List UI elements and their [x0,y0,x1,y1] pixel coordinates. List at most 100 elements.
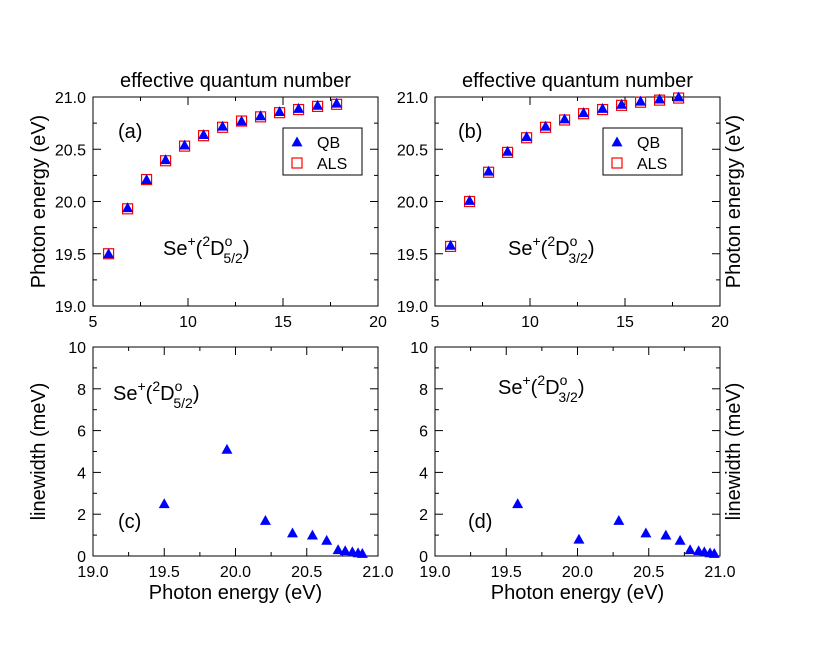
y-tick-label: 8 [77,382,86,399]
x-tick-label: 19.0 [419,564,450,581]
legend-box [602,127,683,176]
qb-marker [306,529,318,540]
qb-marker [339,545,351,556]
series-qb [445,91,685,250]
y-tick-label: 6 [419,424,428,441]
qb-marker [635,95,647,106]
x-tick-label: 15 [274,314,292,331]
x-tick-label: 20.0 [562,564,593,581]
x-tick-label: 20.5 [291,564,322,581]
x-tick-label: 20.5 [633,564,664,581]
x-tick-label: 10 [521,314,539,331]
qb-marker [616,98,628,109]
qb-marker [502,145,514,156]
x-tick-label: 19.0 [77,564,108,581]
qb-marker [160,154,172,165]
qb-marker [221,443,233,454]
x-axis-label: Photon energy (eV) [149,582,322,604]
y-tick-label: 4 [419,465,428,482]
panel-label: (c) [118,511,141,533]
x-tick-label: 20 [711,314,729,331]
panel-a: 5 10 15 20 19.0 19.5 20.0 20.5 21.0 effective qua… [28,70,387,331]
y-axis-label: linewidth (meV) [28,383,50,521]
y-tick-label: 6 [77,424,86,441]
chart-title: effective quantum number [462,70,693,92]
qb-marker [464,194,476,205]
qb-marker [640,527,652,538]
legend-entry: QB [317,135,340,152]
als-marker [291,157,303,169]
panel-label: (d) [468,511,492,533]
series-qb [158,443,368,558]
panel-label: (a) [118,121,142,143]
qb-marker [578,107,590,118]
y-axis-label: Photon energy (eV) [28,115,50,288]
qb-marker [291,136,303,147]
qb-marker [356,547,368,558]
qb-marker [660,529,672,540]
qb-marker [274,106,286,117]
species-label: Se+(2Do 5/2) [163,233,250,266]
y-tick-label: 19.0 [55,299,86,316]
y-tick-label: 2 [419,507,428,524]
qb-marker [141,174,153,184]
panel-d: 19.0 19.5 20.0 20.5 21.0 0 2 4 6 8 10 Photon energy… [410,340,745,604]
y-tick-label: 20.0 [397,195,428,212]
x-tick-label: 21.0 [704,564,735,581]
x-tick-label: 5 [431,314,440,331]
qb-marker [521,131,533,142]
qb-marker [122,202,134,213]
y-tick-label: 0 [77,549,86,566]
legend-box [282,127,363,176]
legend-entry: QB [637,135,660,152]
qb-marker [179,139,191,150]
legend-entry: ALS [637,156,667,173]
y-axis-label: linewidth (meV) [723,383,745,521]
qb-marker [597,102,609,113]
x-axis-label: Photon energy (eV) [491,582,664,604]
series-qb [103,97,343,259]
qb-marker [103,248,115,259]
y-tick-label: 19.5 [397,247,428,264]
qb-marker [573,533,585,544]
qb-marker [312,99,324,110]
qb-marker [654,93,666,104]
qb-marker [321,534,333,545]
y-axis-label: Photon energy (eV) [723,115,745,288]
qb-marker [255,110,267,121]
qb-marker [613,514,625,525]
panel-label: (b) [458,121,482,143]
qb-marker [445,239,457,250]
y-tick-label: 2 [77,507,86,524]
y-tick-label: 4 [77,465,86,482]
qb-marker [674,534,686,545]
qb-marker [287,527,298,538]
legend-entry: ALS [317,156,347,173]
y-tick-label: 21.0 [397,90,428,107]
qb-marker [236,115,248,126]
x-tick-label: 19.5 [149,564,180,581]
y-tick-label: 8 [419,382,428,399]
y-tick-label: 19.5 [55,247,86,264]
species-label: Se+(2Do 3/2) [508,233,595,266]
species-label: Se+(2Do 3/2) [498,372,585,405]
chart-title: effective quantum number [120,70,351,92]
y-tick-label: 10 [410,340,428,357]
qb-marker [158,498,170,509]
legend: QB ALS [602,127,683,176]
als-marker [611,157,623,169]
x-tick-label: 19.5 [491,564,522,581]
y-tick-label: 0 [419,549,428,566]
qb-marker [293,102,305,113]
x-tick-label: 10 [179,314,197,331]
x-tick-label: 21.0 [362,564,393,581]
y-tick-label: 21.0 [55,90,86,107]
qb-marker [217,120,229,131]
qb-marker [198,129,210,140]
y-tick-label: 10 [68,340,86,357]
y-tick-label: 20.0 [55,195,86,212]
qb-marker [331,97,343,108]
y-tick-label: 20.5 [55,142,86,159]
x-tick-label: 5 [89,314,98,331]
